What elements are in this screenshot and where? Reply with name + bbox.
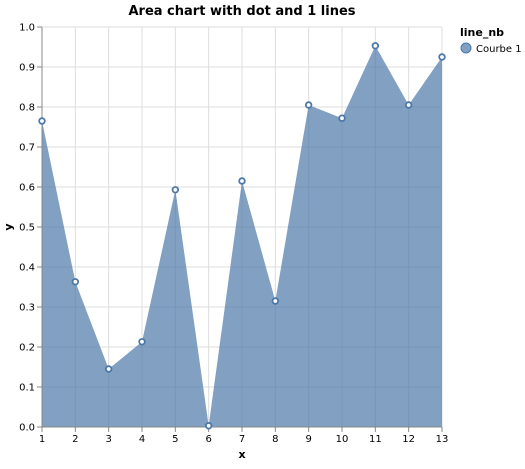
- area-layer: [42, 45, 442, 428]
- legend: line_nb Courbe 1: [460, 26, 522, 55]
- area-series-courbe-1: [42, 45, 442, 428]
- y-tick-label: 0.5: [19, 223, 35, 234]
- y-tick-label: 0.9: [19, 63, 35, 74]
- y-axis-title: y: [2, 223, 15, 230]
- data-point: [271, 297, 280, 305]
- x-axis-title: x: [238, 448, 245, 461]
- y-tick-label: 0.0: [19, 423, 35, 434]
- data-point: [404, 101, 413, 109]
- x-tick-label: 13: [436, 434, 449, 445]
- legend-symbol-courbe-1: [460, 42, 472, 54]
- data-point: [304, 101, 313, 109]
- y-tick-label: 0.2: [19, 343, 35, 354]
- data-point: [171, 186, 180, 194]
- x-tick-label: 4: [139, 434, 145, 445]
- x-tick-label: 5: [172, 434, 178, 445]
- y-tick-label: 0.1: [19, 383, 35, 394]
- x-tick-label: 10: [336, 434, 349, 445]
- chart-title: Area chart with dot and 1 lines: [128, 4, 355, 19]
- axis-layer: 1 2 3 4 5 6 7 8 9 10 11 12 130.00.10.20.30.40.50.60.…: [19, 23, 448, 446]
- legend-title: line_nb: [460, 26, 504, 39]
- y-tick-label: 0.3: [19, 303, 35, 314]
- y-tick-label: 0.6: [19, 183, 35, 194]
- data-point: [71, 278, 80, 286]
- x-tick-label: 3: [105, 434, 111, 445]
- y-tick-label: 0.4: [19, 263, 35, 274]
- data-point: [138, 338, 146, 346]
- x-tick-label: 2: [72, 434, 78, 445]
- data-point: [104, 365, 113, 373]
- y-tick-label: 0.7: [19, 143, 35, 154]
- data-point: [38, 117, 46, 125]
- x-tick-label: 7: [239, 434, 245, 445]
- point-layer: [38, 42, 446, 430]
- x-tick-label: 12: [402, 434, 415, 445]
- data-point: [338, 114, 346, 122]
- data-point: [438, 53, 446, 61]
- data-point: [238, 177, 246, 185]
- x-tick-label: 1: [39, 434, 45, 445]
- legend-label-courbe-1: Courbe 1: [476, 44, 522, 55]
- y-tick-label: 1.0: [19, 23, 35, 34]
- x-tick-label: 6: [205, 434, 211, 445]
- y-tick-label: 0.8: [19, 103, 35, 114]
- x-tick-label: 9: [305, 434, 311, 445]
- data-point: [204, 422, 213, 430]
- x-tick-label: 11: [369, 434, 382, 445]
- data-point: [371, 42, 380, 50]
- x-tick-label: 8: [272, 434, 278, 445]
